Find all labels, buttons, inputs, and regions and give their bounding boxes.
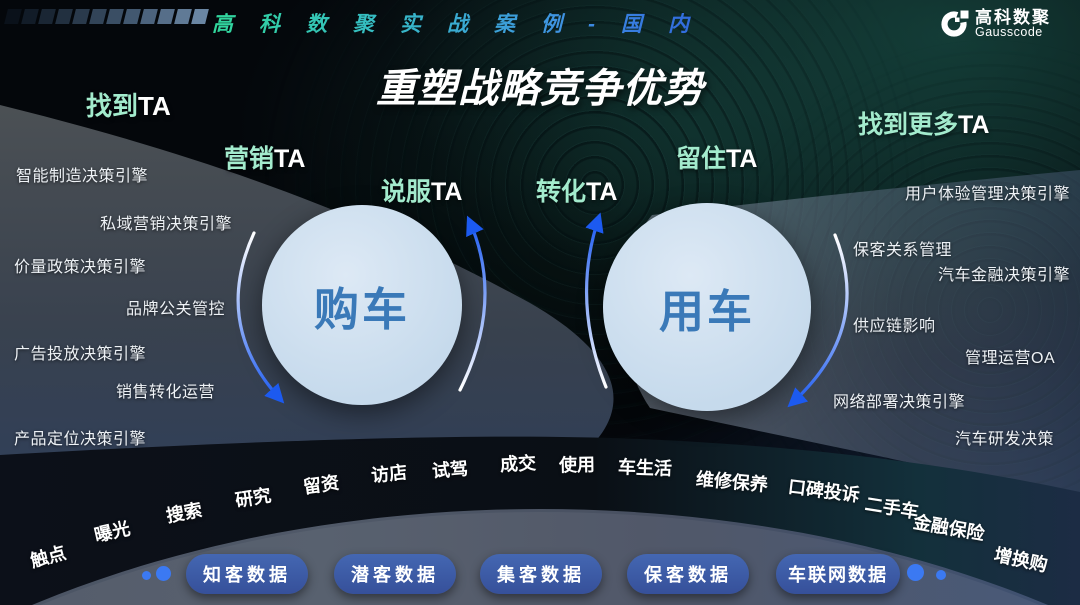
logo-text: 高科数聚 Gausscode bbox=[975, 7, 1051, 40]
brand-logo: 高科数聚 Gausscode bbox=[938, 8, 1051, 40]
pill-known-customer-data[interactable]: 知客数据 bbox=[186, 554, 308, 594]
journey-stage-carlife: 车生活 bbox=[617, 457, 673, 479]
pill-gathered-customer-data[interactable]: 集客数据 bbox=[480, 554, 602, 594]
engine-ad-placement: 广告投放决策引擎 bbox=[14, 346, 147, 363]
page-title: 重塑战略竞争优势 bbox=[376, 67, 704, 111]
engine-rd-decision: 汽车研发决策 bbox=[955, 431, 1055, 448]
arrow-buy-left-down bbox=[236, 231, 285, 404]
arrow-buy-right-up bbox=[458, 215, 487, 392]
header-squares-decoration bbox=[4, 9, 210, 24]
engine-supply-chain: 供应链影响 bbox=[853, 318, 936, 335]
ta-label-convert: 转化TA bbox=[536, 178, 618, 206]
engine-user-experience: 用户体验管理决策引擎 bbox=[905, 186, 1071, 203]
engine-product-positioning: 产品定位决策引擎 bbox=[14, 431, 147, 448]
journey-stage-deal: 成交 bbox=[499, 453, 537, 475]
engine-auto-finance: 汽车金融决策引擎 bbox=[938, 267, 1071, 284]
dot-large-left bbox=[156, 566, 171, 581]
journey-stage-visit: 访店 bbox=[370, 462, 409, 486]
journey-stage-testdrive: 试驾 bbox=[431, 458, 469, 482]
journey-stage-usage: 使用 bbox=[558, 454, 596, 476]
ta-label-find-more: 找到更多TA bbox=[858, 111, 990, 139]
journey-stage-research: 研究 bbox=[233, 485, 273, 511]
pill-potential-customer-data[interactable]: 潜客数据 bbox=[334, 554, 456, 594]
journey-stage-lead: 留资 bbox=[301, 472, 341, 498]
ta-label-persuade: 说服TA bbox=[381, 178, 463, 206]
dot-large-right bbox=[907, 564, 924, 581]
dot-small-right bbox=[936, 570, 946, 580]
ta-label-market: 营销TA bbox=[224, 145, 306, 173]
engine-sales-conversion: 销售转化运营 bbox=[116, 384, 216, 401]
header-strip-title: 高科数聚实战案例-国内 bbox=[212, 8, 715, 38]
arrow-use-left-up bbox=[584, 212, 608, 389]
gausscode-logo-icon bbox=[941, 10, 969, 37]
logo-name-english: Gausscode bbox=[975, 25, 1043, 40]
pill-retained-customer-data[interactable]: 保客数据 bbox=[627, 554, 749, 594]
ta-label-retain: 留住TA bbox=[676, 145, 758, 173]
arrow-use-right-down bbox=[787, 233, 849, 408]
engine-price-policy: 价量政策决策引擎 bbox=[14, 259, 147, 276]
engine-customer-relation: 保客关系管理 bbox=[853, 242, 953, 259]
dot-small-left bbox=[142, 571, 151, 580]
engine-network-deploy: 网络部署决策引擎 bbox=[833, 394, 966, 411]
engine-private-domain: 私域营销决策引擎 bbox=[100, 216, 233, 233]
engine-brand-pr: 品牌公关管控 bbox=[126, 301, 226, 318]
ta-label-find: 找到TA bbox=[86, 91, 171, 121]
pill-telematics-data[interactable]: 车联网数据 bbox=[776, 554, 900, 594]
engine-smart-manufacturing: 智能制造决策引擎 bbox=[16, 168, 149, 185]
engine-management-oa: 管理运营OA bbox=[965, 350, 1056, 367]
logo-name-chinese: 高科数聚 bbox=[975, 7, 1051, 27]
